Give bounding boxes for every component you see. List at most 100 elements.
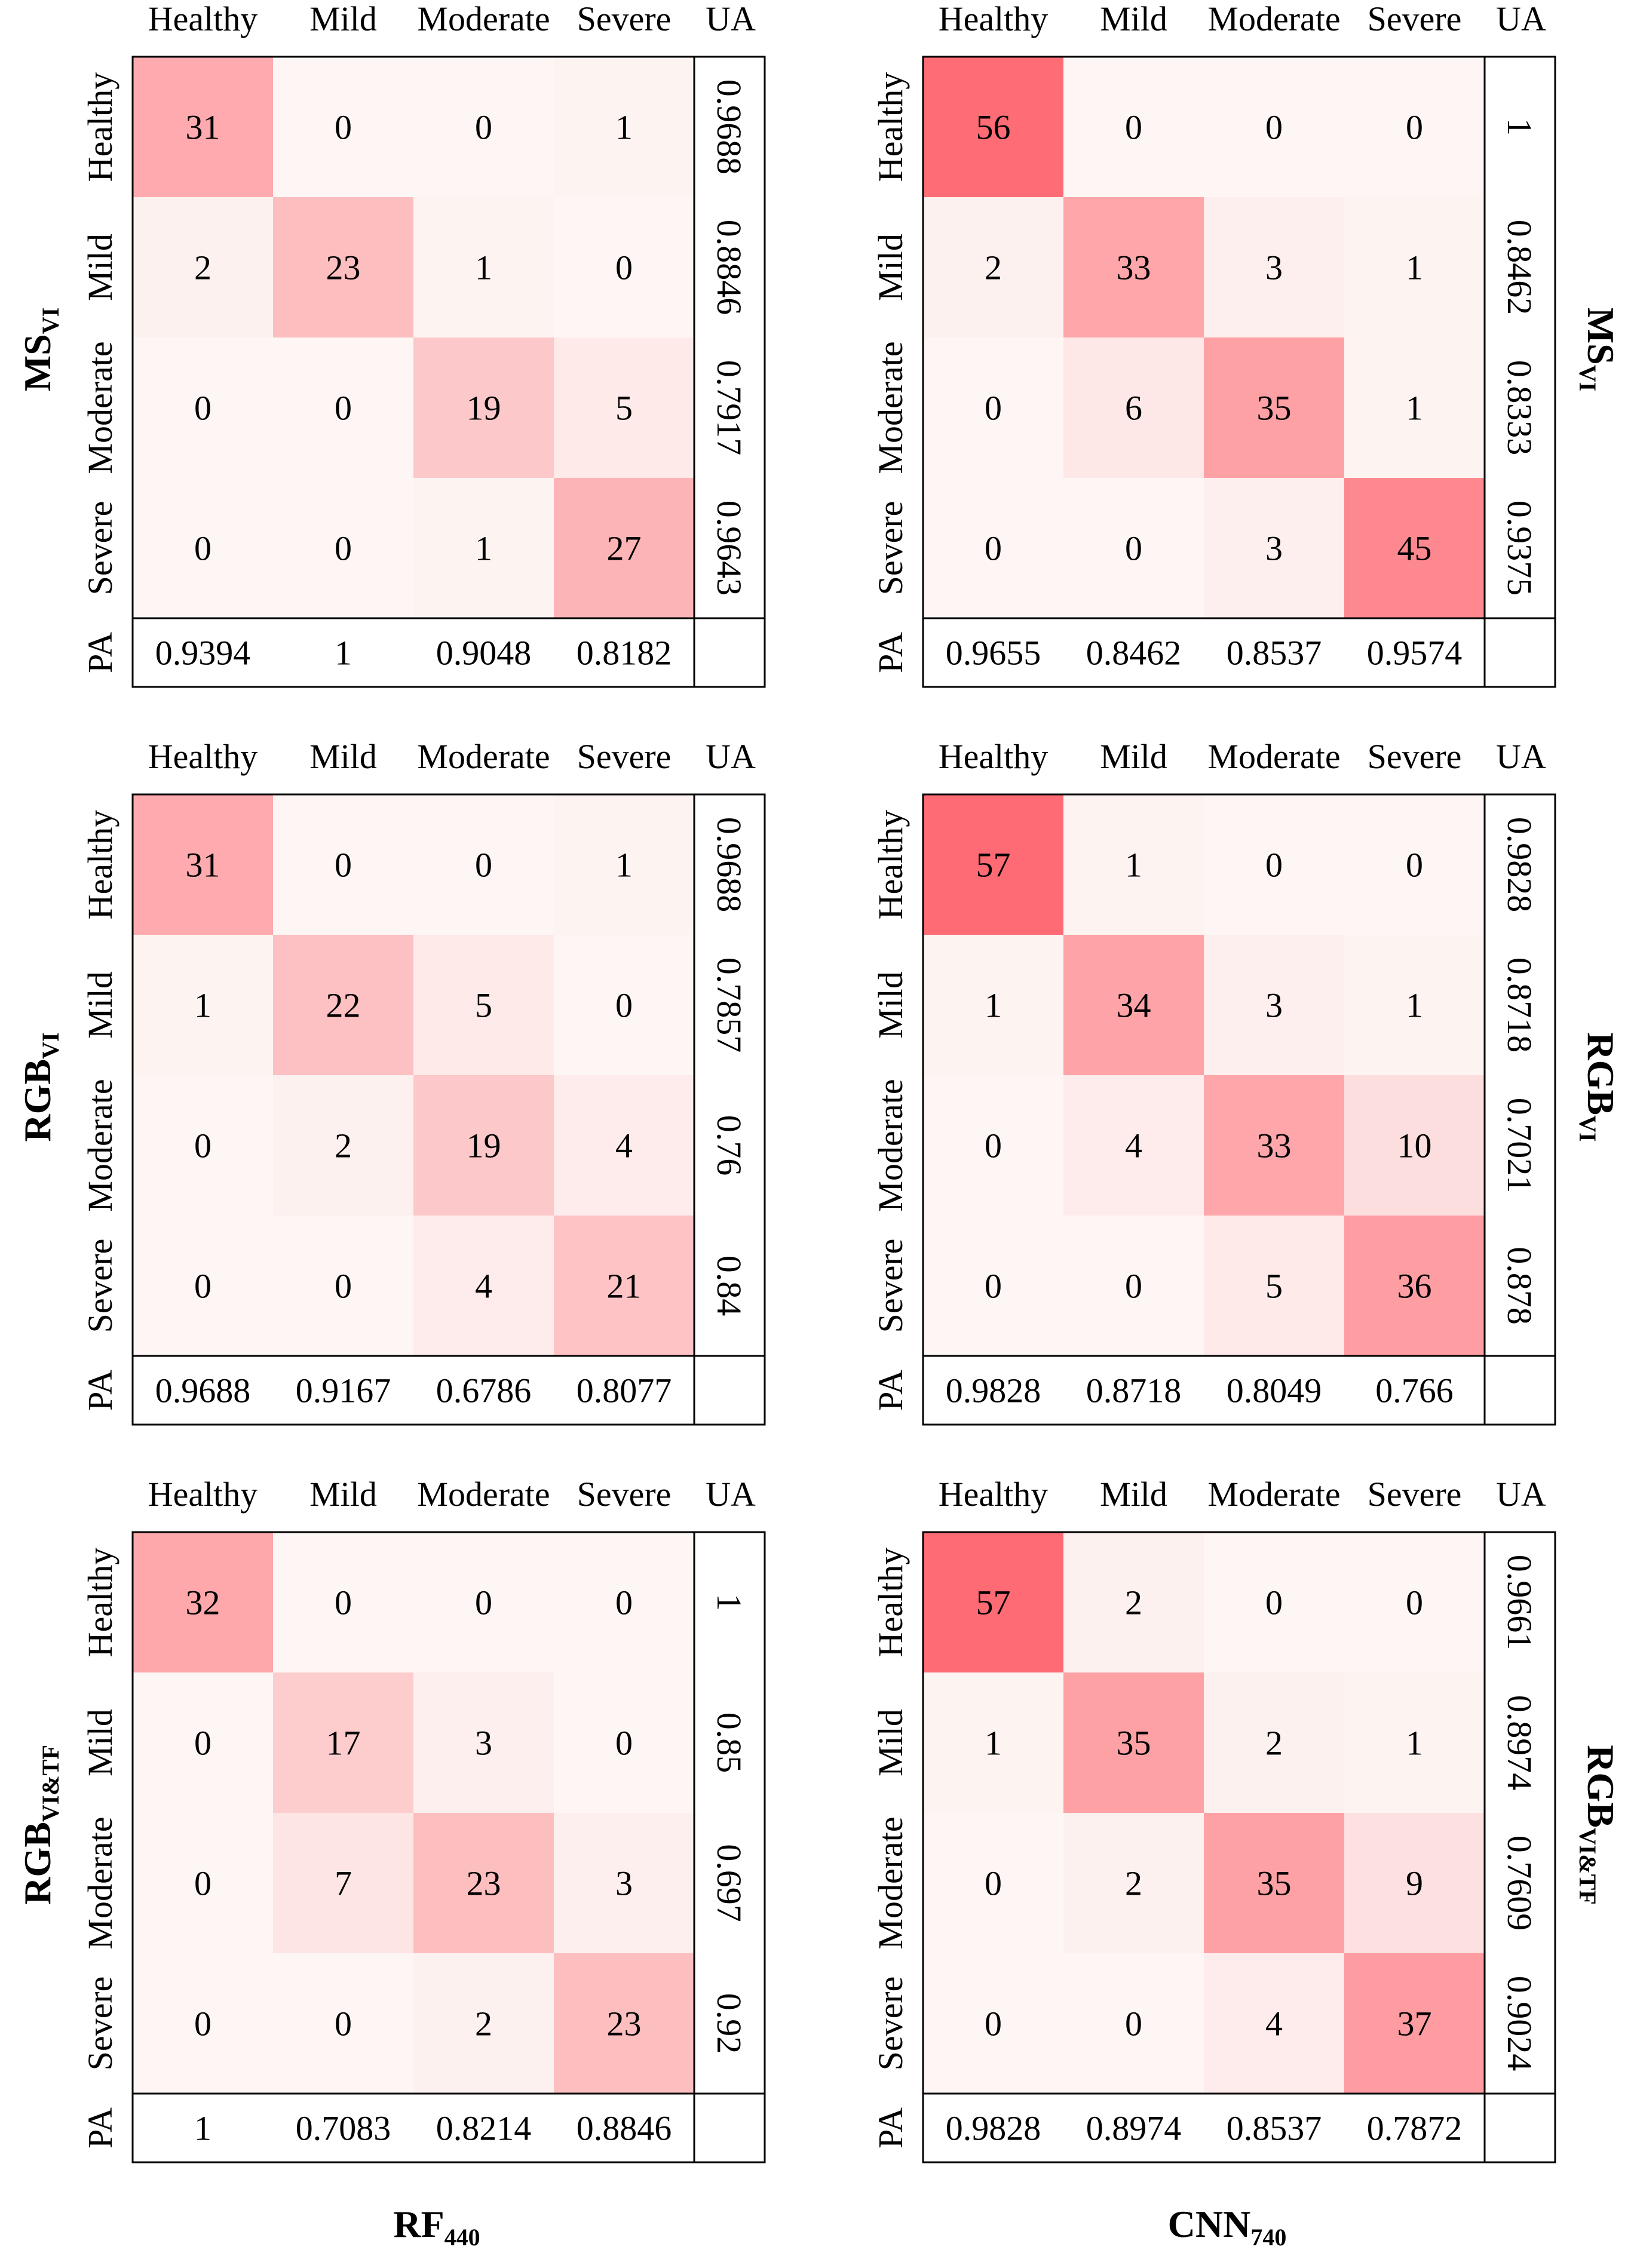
cell-value: 36 — [1397, 1267, 1432, 1306]
column-header: Healthy — [148, 0, 258, 38]
cell-value: 17 — [326, 1724, 361, 1763]
heatmap-cell — [273, 794, 413, 935]
panel-frame — [922, 56, 1556, 688]
heatmap-cell — [1063, 337, 1204, 478]
row-label: Healthy — [871, 810, 910, 920]
row-label: Mild — [81, 971, 119, 1039]
cell-value: 0 — [615, 1583, 633, 1622]
cell-value: 3 — [1265, 248, 1283, 287]
heatmap-cell — [554, 57, 694, 197]
pa-value: 0.9167 — [296, 1371, 391, 1410]
cell-value: 1 — [985, 1724, 1002, 1763]
ua-value: 0.92 — [710, 1993, 749, 2054]
cell-value: 6 — [1125, 389, 1142, 428]
row-title-right: RGBVI&TF — [1574, 1745, 1622, 1905]
ua-value: 0.9828 — [1500, 817, 1539, 913]
row-title-left: RGBVI&TF — [16, 1745, 64, 1905]
row-label: Mild — [871, 971, 910, 1039]
heatmap-cell — [1204, 57, 1344, 197]
heatmap-cell — [554, 1813, 694, 1953]
row-label: Mild — [81, 234, 119, 301]
pa-value: 0.7083 — [296, 2109, 391, 2148]
column-header: Moderate — [417, 1475, 550, 1514]
ua-value: 0.8718 — [1500, 957, 1539, 1053]
cell-value: 0 — [475, 108, 492, 147]
row-title-left: MSVI — [16, 308, 64, 391]
row-title-right: MSVI — [1574, 308, 1622, 391]
cell-value: 1 — [1406, 248, 1423, 287]
row-label: Moderate — [81, 1079, 119, 1211]
cell-value: 2 — [1125, 1864, 1142, 1903]
heatmap-cell — [923, 1813, 1063, 1953]
cell-value: 5 — [615, 389, 633, 428]
pa-value: 0.766 — [1375, 1371, 1454, 1410]
cell-value: 27 — [607, 529, 642, 568]
pa-label: PA — [871, 632, 910, 673]
cell-value: 2 — [475, 2005, 492, 2043]
cell-value: 22 — [326, 986, 361, 1025]
heatmap-cell — [1344, 794, 1485, 935]
heatmap-cell — [1063, 1216, 1204, 1356]
heatmap-cell — [413, 935, 554, 1075]
cell-value: 2 — [1265, 1724, 1283, 1763]
column-header: Mild — [1100, 737, 1167, 776]
cell-value: 0 — [1125, 1267, 1142, 1306]
ua-header: UA — [706, 737, 756, 776]
cell-value: 4 — [615, 1127, 633, 1165]
heatmap-cell — [1063, 1813, 1204, 1953]
heatmap-cell — [554, 197, 694, 337]
ua-value: 0.7609 — [1500, 1836, 1539, 1931]
ua-value: 0.9643 — [710, 501, 749, 596]
heatmap-cell — [1063, 197, 1204, 337]
ua-value: 0.7021 — [1500, 1098, 1539, 1193]
heatmap-cell — [923, 1953, 1063, 2094]
heatmap-cell — [413, 1953, 554, 2094]
cell-value: 3 — [475, 1724, 492, 1763]
heatmap-cell — [554, 935, 694, 1075]
heatmap-cell — [1344, 478, 1485, 618]
cell-value: 0 — [985, 1864, 1002, 1903]
ua-value: 1 — [710, 1594, 749, 1611]
row-title-left: RGBVI — [16, 1032, 64, 1141]
heatmap-cell — [273, 1532, 413, 1672]
cell-value: 0 — [1265, 108, 1283, 147]
heatmap-cell — [554, 1532, 694, 1672]
heatmap-cell — [413, 197, 554, 337]
row-label: Moderate — [871, 1816, 910, 1949]
cell-value: 1 — [1125, 846, 1142, 885]
heatmap-cell — [273, 1953, 413, 2094]
column-header: Severe — [1368, 737, 1462, 776]
cell-value: 0 — [194, 529, 211, 568]
cell-value: 35 — [1117, 1724, 1151, 1763]
heatmap-cell — [133, 57, 273, 197]
cell-value: 1 — [985, 986, 1002, 1025]
column-title: RF440 — [393, 2203, 480, 2251]
cell-value: 0 — [1265, 846, 1283, 885]
heatmap-cell — [923, 794, 1063, 935]
heatmap-cell — [554, 1953, 694, 2094]
heatmap-cell — [923, 1672, 1063, 1813]
heatmap-cell — [273, 197, 413, 337]
cell-value: 0 — [1406, 846, 1423, 885]
panel-frame — [131, 1531, 766, 2163]
cell-value: 9 — [1406, 1864, 1423, 1903]
heatmap-cell — [554, 794, 694, 935]
row-label: Healthy — [871, 72, 910, 182]
heatmap-cell — [133, 794, 273, 935]
cell-value: 4 — [1125, 1127, 1142, 1165]
pa-value: 0.8049 — [1227, 1371, 1322, 1410]
cell-value: 0 — [985, 2005, 1002, 2043]
ua-value: 0.697 — [710, 1844, 749, 1922]
column-header: Moderate — [417, 0, 550, 38]
row-label: Mild — [871, 1709, 910, 1776]
heatmap-cell — [1344, 1075, 1485, 1216]
heatmap-cell — [1344, 1532, 1485, 1672]
cell-value: 32 — [186, 1583, 220, 1622]
column-header: Mild — [1100, 0, 1167, 38]
cell-value: 31 — [186, 846, 220, 885]
cell-value: 1 — [475, 248, 492, 287]
heatmap-cell — [554, 337, 694, 478]
row-label: Severe — [81, 1239, 119, 1333]
row-label: Severe — [871, 501, 910, 596]
